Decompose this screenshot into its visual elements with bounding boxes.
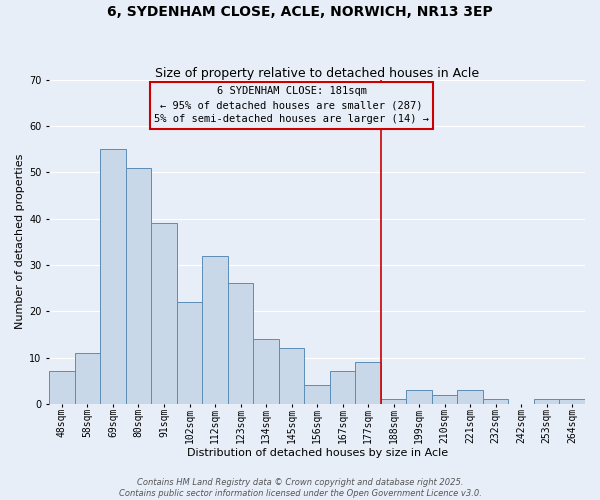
Bar (151, 223, 177, 404)
Bar (177, 302, 202, 404)
Bar (100, 149, 126, 404)
Bar (253, 339, 279, 404)
Bar (559, 400, 585, 404)
Bar (228, 284, 253, 404)
Bar (304, 386, 330, 404)
Bar (279, 348, 304, 404)
Bar (381, 400, 406, 404)
Bar (355, 362, 381, 404)
X-axis label: Distribution of detached houses by size in Acle: Distribution of detached houses by size … (187, 448, 448, 458)
Bar (432, 394, 457, 404)
Bar (74, 353, 100, 404)
Bar (457, 390, 483, 404)
Bar (49, 372, 74, 404)
Bar (202, 256, 228, 404)
Bar (126, 168, 151, 404)
Title: Size of property relative to detached houses in Acle: Size of property relative to detached ho… (155, 66, 479, 80)
Bar (483, 400, 508, 404)
Bar (330, 372, 355, 404)
Bar (406, 390, 432, 404)
Text: Contains HM Land Registry data © Crown copyright and database right 2025.
Contai: Contains HM Land Registry data © Crown c… (119, 478, 481, 498)
Text: 6 SYDENHAM CLOSE: 181sqm
← 95% of detached houses are smaller (287)
5% of semi-d: 6 SYDENHAM CLOSE: 181sqm ← 95% of detach… (154, 86, 429, 124)
Bar (534, 400, 559, 404)
Y-axis label: Number of detached properties: Number of detached properties (15, 154, 25, 330)
Text: 6, SYDENHAM CLOSE, ACLE, NORWICH, NR13 3EP: 6, SYDENHAM CLOSE, ACLE, NORWICH, NR13 3… (107, 5, 493, 19)
